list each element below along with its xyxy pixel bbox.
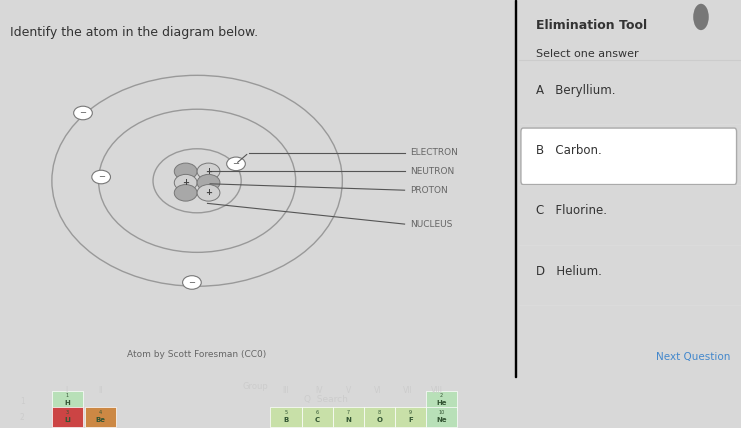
Text: −: − (98, 172, 104, 181)
Text: C   Fluorine.: C Fluorine. (536, 205, 608, 217)
Text: −: − (188, 278, 196, 287)
Circle shape (227, 157, 245, 171)
Circle shape (73, 106, 93, 120)
Text: 4: 4 (99, 410, 102, 416)
Text: Next Question: Next Question (656, 351, 730, 362)
FancyBboxPatch shape (302, 407, 333, 427)
Text: B   Carbon.: B Carbon. (536, 144, 602, 157)
Circle shape (197, 174, 220, 191)
Text: VII: VII (402, 386, 413, 395)
Text: PROTON: PROTON (410, 186, 448, 195)
FancyBboxPatch shape (521, 128, 737, 184)
Text: 6: 6 (316, 410, 319, 416)
Text: Elimination Tool: Elimination Tool (536, 19, 648, 32)
Text: 2: 2 (440, 393, 443, 398)
Text: O: O (376, 417, 382, 423)
Text: VIII: VIII (431, 386, 443, 395)
FancyBboxPatch shape (333, 407, 364, 427)
Circle shape (174, 163, 197, 180)
Text: III: III (282, 386, 289, 395)
Text: −: − (79, 108, 87, 118)
Text: II: II (98, 386, 102, 395)
Circle shape (197, 163, 220, 180)
Text: Group: Group (243, 382, 268, 391)
FancyBboxPatch shape (426, 390, 457, 410)
Circle shape (197, 184, 220, 201)
Text: Be: Be (96, 417, 106, 423)
Text: V: V (345, 386, 351, 395)
Text: 2: 2 (20, 413, 24, 422)
Text: 1: 1 (66, 393, 69, 398)
FancyBboxPatch shape (270, 407, 302, 427)
Text: B: B (283, 417, 289, 423)
FancyBboxPatch shape (52, 407, 83, 427)
FancyBboxPatch shape (52, 390, 83, 410)
Circle shape (92, 170, 110, 184)
Text: 9: 9 (409, 410, 412, 416)
Text: +: + (205, 167, 212, 176)
FancyBboxPatch shape (426, 407, 457, 427)
Text: 8: 8 (378, 410, 381, 416)
Text: Li: Li (64, 417, 71, 423)
Text: I: I (65, 386, 68, 395)
Text: A   Beryllium.: A Beryllium. (536, 84, 616, 97)
Text: 5: 5 (285, 410, 288, 416)
Text: Select one answer: Select one answer (536, 49, 639, 59)
Circle shape (174, 184, 197, 201)
Text: Ne: Ne (436, 417, 447, 423)
Text: 7: 7 (347, 410, 350, 416)
Text: C: C (315, 417, 319, 423)
Text: N: N (345, 417, 351, 423)
Circle shape (694, 4, 708, 30)
FancyBboxPatch shape (395, 407, 426, 427)
Text: 3: 3 (66, 410, 69, 416)
Text: 1: 1 (20, 397, 24, 406)
Text: VI: VI (374, 386, 382, 395)
Text: D   Helium.: D Helium. (536, 265, 602, 278)
Text: IV: IV (315, 386, 322, 395)
Text: NUCLEUS: NUCLEUS (410, 220, 452, 229)
Text: −: − (233, 159, 239, 168)
Text: Identify the atom in the diagram below.: Identify the atom in the diagram below. (10, 27, 259, 39)
FancyBboxPatch shape (85, 407, 116, 427)
Circle shape (174, 174, 197, 191)
Circle shape (182, 276, 202, 289)
Text: Q  Search: Q Search (304, 395, 348, 404)
Text: ELECTRON: ELECTRON (410, 148, 458, 157)
FancyBboxPatch shape (364, 407, 395, 427)
Text: Atom by Scott Foresman (CC0): Atom by Scott Foresman (CC0) (127, 350, 267, 359)
Text: +: + (205, 188, 212, 197)
Text: +: + (182, 178, 189, 187)
Text: NEUTRON: NEUTRON (410, 167, 454, 176)
Text: He: He (436, 400, 447, 406)
Text: H: H (64, 400, 70, 406)
Text: 10: 10 (439, 410, 445, 416)
Text: F: F (408, 417, 413, 423)
